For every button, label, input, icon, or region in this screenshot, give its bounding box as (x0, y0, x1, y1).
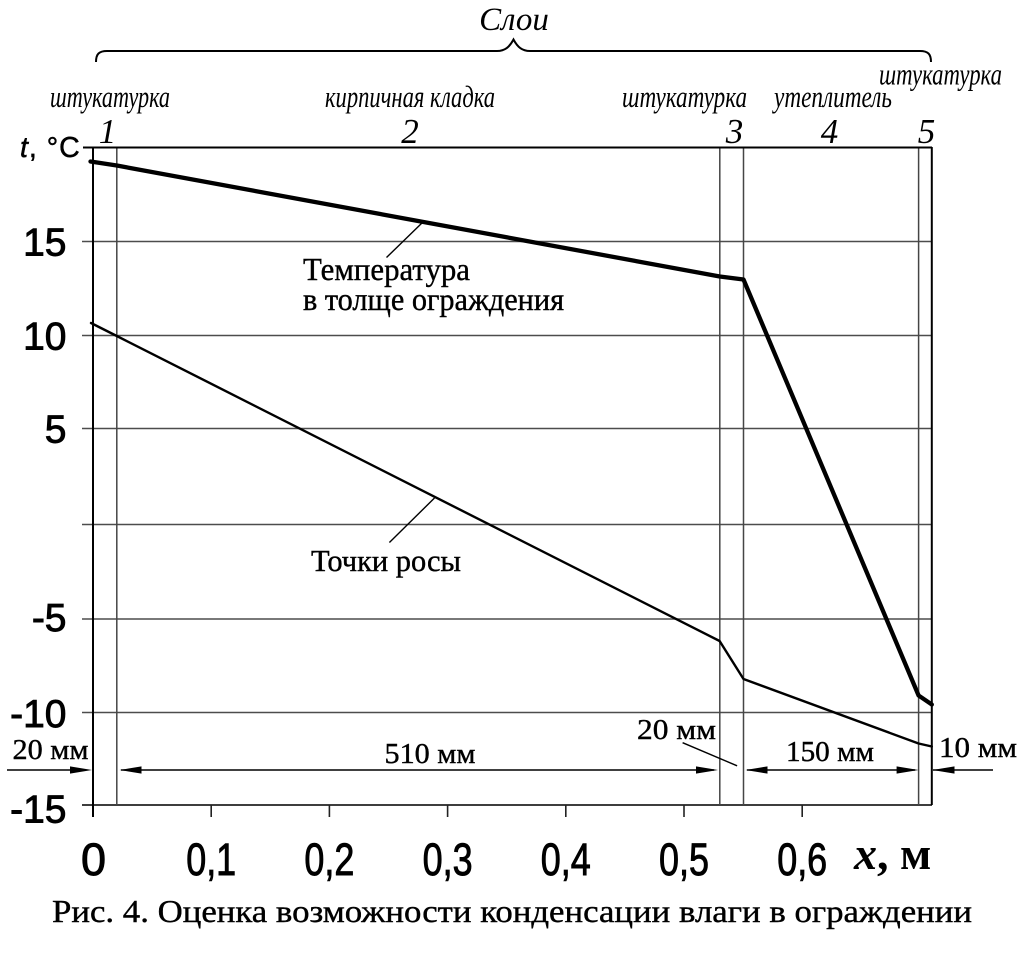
svg-text:0,3: 0,3 (423, 834, 473, 885)
svg-text:0: 0 (81, 834, 106, 885)
svg-text:0,6: 0,6 (777, 834, 827, 885)
svg-text:утеплитель: утеплитель (772, 79, 892, 114)
svg-text:4: 4 (821, 112, 839, 151)
svg-text:0,5: 0,5 (659, 834, 709, 885)
svg-text:-10: -10 (10, 693, 66, 736)
svg-text:-15: -15 (10, 789, 66, 832)
svg-text:0,4: 0,4 (541, 834, 591, 885)
svg-text:Температура: Температура (303, 251, 470, 287)
svg-text:1: 1 (99, 112, 117, 151)
svg-text:штукатурка: штукатурка (622, 79, 747, 114)
svg-text:20 мм: 20 мм (13, 734, 89, 766)
svg-text:t, °C: t, °C (20, 132, 81, 164)
svg-text:10: 10 (23, 316, 66, 359)
svg-text:510 мм: 510 мм (385, 738, 476, 770)
svg-text:-5: -5 (32, 597, 67, 640)
svg-text:3: 3 (725, 112, 744, 151)
svg-text:штукатурка: штукатурка (50, 79, 170, 114)
svg-text:15: 15 (23, 222, 66, 265)
svg-text:10 мм: 10 мм (939, 732, 1017, 764)
svg-text:в толще ограждения: в толще ограждения (303, 281, 564, 317)
svg-text:5: 5 (45, 409, 67, 452)
svg-text:штукатурка: штукатурка (879, 57, 1002, 92)
svg-text:x, м: x, м (853, 828, 931, 879)
svg-text:0,1: 0,1 (186, 834, 236, 885)
svg-text:Точки росы: Точки росы (311, 543, 461, 578)
svg-text:150 мм: 150 мм (786, 736, 874, 768)
svg-text:5: 5 (918, 112, 936, 151)
svg-text:Слои: Слои (479, 2, 549, 38)
svg-text:Рис. 4. Оценка возможности кон: Рис. 4. Оценка возможности конденсации в… (52, 893, 972, 929)
svg-text:0,2: 0,2 (304, 834, 354, 885)
svg-text:кирпичная кладка: кирпичная кладка (325, 79, 495, 114)
svg-text:2: 2 (401, 112, 419, 151)
svg-text:20 мм: 20 мм (637, 714, 716, 746)
